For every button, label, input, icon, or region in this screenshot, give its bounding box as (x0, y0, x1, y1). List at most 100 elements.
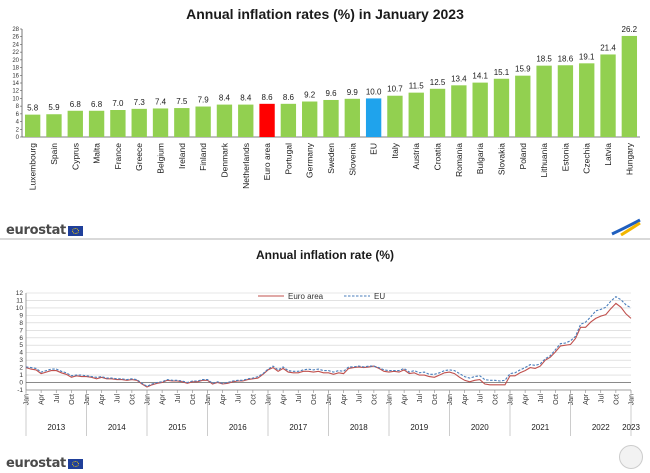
eu-flag-icon (67, 458, 83, 469)
month-tick-label: Oct (432, 394, 439, 405)
eurostat-logo-top: eurostat (6, 223, 83, 238)
bar (493, 78, 510, 137)
bar-value-label: 14.1 (472, 72, 488, 81)
month-tick-label: Apr (220, 393, 227, 405)
bar-value-label: 8.4 (240, 94, 252, 103)
category-label: Finland (198, 143, 208, 171)
month-tick-label: Apr (462, 393, 469, 405)
chart-title: Annual inflation rates (%) in January 20… (186, 6, 464, 22)
bar-value-label: 19.1 (579, 52, 595, 61)
y-tick-label: 4 (16, 120, 20, 126)
bar (195, 106, 211, 137)
bar (302, 101, 318, 137)
bar (131, 108, 147, 137)
month-tick-label: Jan (145, 394, 152, 405)
bar-value-label: 7.4 (155, 97, 167, 106)
month-tick-label: Jan (568, 394, 575, 405)
app-badge-icon (619, 445, 643, 469)
category-label: Ireland (177, 143, 187, 169)
category-label: Bulgaria (475, 143, 485, 174)
bar (110, 110, 126, 137)
category-label: Austria (411, 143, 421, 170)
y-tick-label: 12 (16, 290, 24, 297)
bar-value-label: 5.8 (27, 104, 39, 113)
bar (88, 110, 105, 137)
bar-value-label: 9.2 (304, 91, 316, 100)
bar-value-label: 8.6 (262, 93, 274, 102)
y-tick-label: 20 (12, 58, 19, 64)
bar-value-label: 7.9 (198, 96, 210, 105)
bar-value-label: 10.7 (387, 85, 403, 94)
category-label: Croatia (433, 143, 443, 171)
category-label: Euro area (262, 143, 272, 181)
series-line (25, 296, 632, 387)
y-tick-label: 5 (19, 342, 23, 349)
eurostat-logo-text: eurostat (6, 456, 66, 471)
category-label: Slovenia (347, 143, 357, 176)
year-label: 2020 (471, 423, 489, 432)
month-tick-label: Oct (69, 394, 76, 405)
section-divider (0, 238, 650, 240)
eu-flag-icon (67, 225, 83, 236)
month-tick-label: Apr (160, 393, 167, 405)
month-tick-label: Jan (447, 394, 454, 405)
category-label: Malta (92, 143, 102, 164)
category-label: Luxembourg (28, 143, 38, 191)
month-tick-label: Jul (54, 394, 61, 403)
month-tick-label: Oct (190, 394, 197, 405)
month-tick-label: Apr (523, 393, 530, 405)
country-bar-chart: Annual inflation rates (%) in January 20… (12, 6, 640, 191)
category-label: Greece (134, 143, 144, 171)
y-tick-label: 7 (19, 327, 23, 334)
bar (451, 85, 467, 137)
bar-value-label: 5.9 (48, 103, 60, 112)
year-label: 2022 (592, 423, 610, 432)
bar-value-label: 7.0 (112, 99, 124, 108)
chart-title: Annual inflation rate (%) (256, 248, 394, 262)
month-tick-label: Oct (371, 394, 378, 405)
category-label: Italy (390, 142, 400, 158)
month-tick-label: Oct (311, 394, 318, 405)
bar (152, 108, 169, 137)
month-tick-label: Jul (114, 394, 121, 403)
y-tick-label: 0 (19, 380, 23, 387)
inflation-line-chart: Annual inflation rate (%)-10123456789101… (16, 248, 640, 436)
month-tick-label: Apr (402, 393, 409, 405)
category-label: Romania (454, 143, 464, 177)
y-tick-label: 28 (12, 27, 19, 33)
bar (387, 95, 403, 137)
month-tick-label: Oct (492, 394, 499, 405)
category-label: Netherlands (241, 143, 251, 189)
bar-value-label: 6.8 (91, 100, 103, 109)
bar-value-label: 10.0 (366, 87, 382, 96)
bar-value-label: 26.2 (622, 25, 638, 34)
legend: Euro area EU (258, 292, 385, 301)
category-label: Cyprus (70, 143, 80, 170)
bar (216, 104, 233, 137)
bar (46, 114, 62, 137)
year-label: 2015 (168, 423, 186, 432)
bar (280, 103, 297, 137)
year-label: 2021 (531, 423, 549, 432)
month-tick-label: Jul (356, 394, 363, 403)
y-tick-label: 26 (12, 35, 19, 41)
y-tick-label: 24 (12, 42, 19, 48)
category-label: France (113, 143, 123, 170)
bar-value-label: 18.5 (536, 55, 552, 64)
bar-value-label: 9.9 (347, 88, 359, 97)
year-label: 2019 (410, 423, 428, 432)
bar-value-label: 9.6 (325, 89, 337, 98)
category-label: Portugal (283, 143, 293, 175)
bar-value-label: 6.8 (70, 100, 82, 109)
bar (24, 114, 41, 137)
corner-swoosh-icon (611, 218, 641, 236)
bar-value-label: 15.9 (515, 65, 531, 74)
month-tick-label: Apr (583, 393, 590, 405)
y-tick-label: 14 (12, 81, 19, 87)
bar (344, 98, 360, 137)
bar (515, 75, 531, 137)
category-label: Spain (49, 143, 59, 165)
bar-value-label: 21.4 (600, 43, 616, 52)
bar (621, 35, 638, 137)
bar (174, 108, 190, 137)
